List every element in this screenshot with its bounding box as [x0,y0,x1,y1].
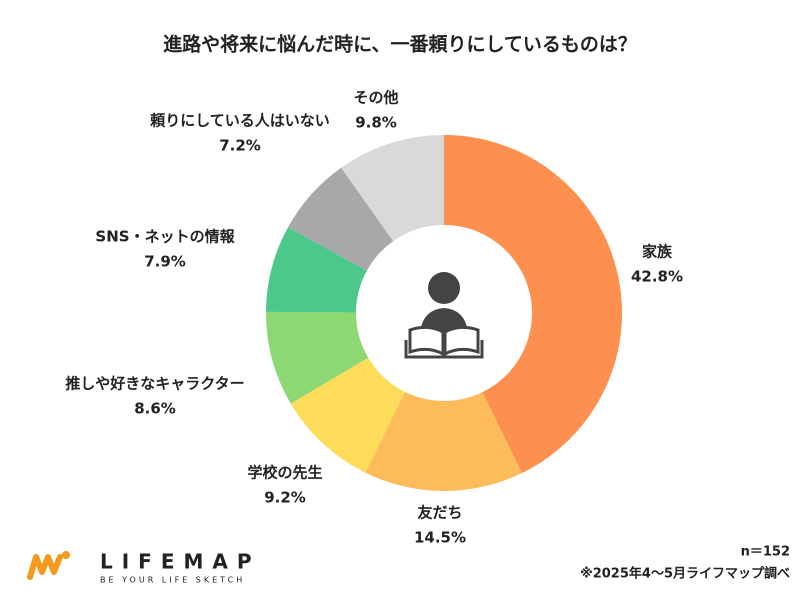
chart-title: 進路や将来に悩んだ時に、一番頼りにしているものは？ [163,33,637,56]
slice-value-label: 7.2% [219,137,261,155]
logo: LIFEMAP BE YOUR LIFE SKETCH [27,550,261,585]
slice-category: 推しや好きなキャラクター [65,375,244,393]
slice-category: その他 [353,89,398,107]
donut-slice [290,357,406,473]
sample-size: n＝152 [741,545,790,560]
slice-category: 家族 [642,243,673,261]
donut-slice [444,135,622,474]
center-icon [404,272,484,359]
logo-name: LIFEMAP [100,550,261,574]
slice-category: SNS・ネットの情報 [95,228,235,246]
donut-slice [266,311,369,404]
slice-category: 学校の先生 [247,464,322,482]
donut [266,135,622,492]
slice-category: 友だち [417,504,462,522]
slice-value-label: 8.6% [134,400,176,418]
slice-value-label: 9.8% [355,114,397,132]
donut-slice [288,167,394,271]
donut-slice [365,391,522,492]
slice-value-label: 7.9% [144,253,186,271]
slice-value-label: 14.5% [414,529,466,547]
donut-slice [341,135,444,242]
slice-value-label: 9.2% [264,489,306,507]
logo-tagline: BE YOUR LIFE SKETCH [100,576,245,585]
source: ※2025年4〜5月ライフマップ調べ [580,566,790,582]
slice-value-label: 42.8% [631,268,683,286]
slice-category: 頼りにしている人はいない [149,112,330,130]
donut-slice [266,227,367,313]
